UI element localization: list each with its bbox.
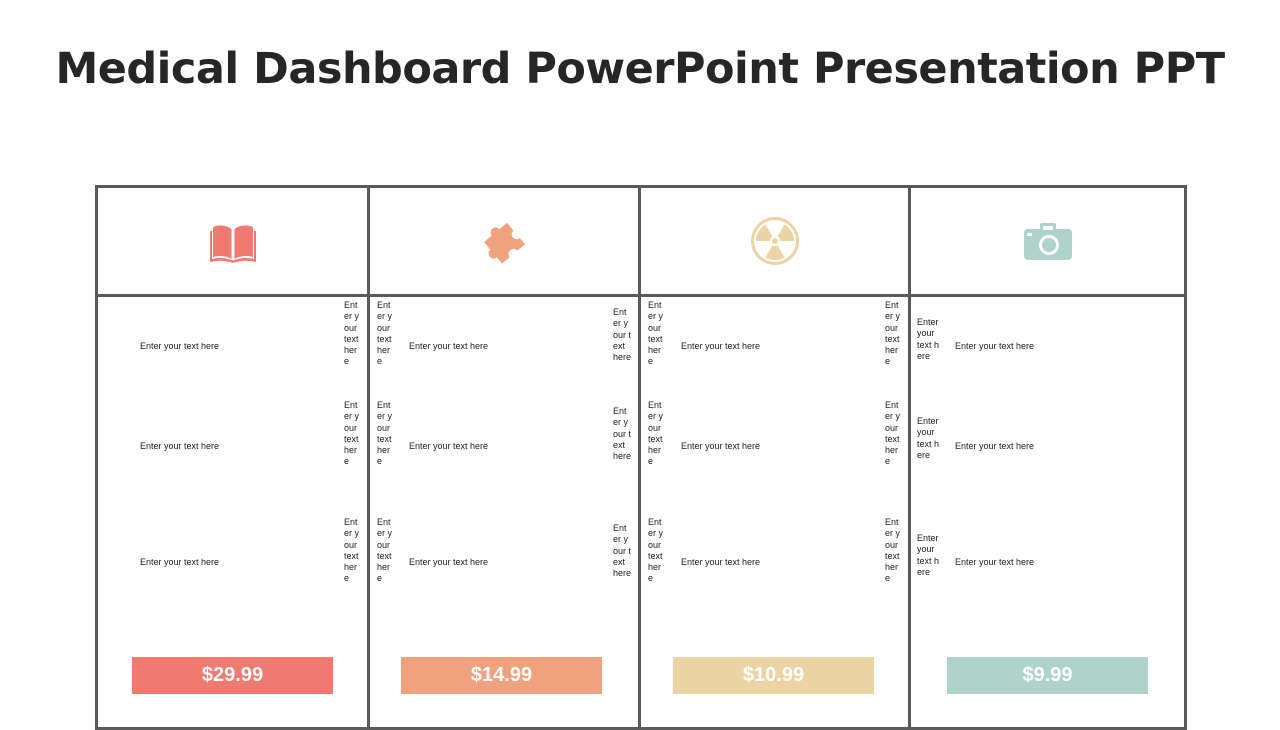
column-3-row-2-text: Enter your text here — [681, 441, 761, 451]
radiation-icon — [750, 217, 799, 265]
column-4-row-1-left-text: Enter your text here — [917, 317, 940, 361]
column-divider — [638, 188, 641, 727]
column-3-row-2-right-text: Enter your text here — [885, 400, 901, 467]
pricing-table: Enter your text here Enter your text her… — [95, 185, 1187, 730]
column-1-row-3-side-text: Enter your text here — [344, 517, 360, 584]
page-title: Medical Dashboard PowerPoint Presentatio… — [55, 44, 1225, 94]
column-4-row-1-text: Enter your text here — [955, 341, 1035, 351]
column-3-row-1-left-text: Enter your text here — [648, 300, 664, 367]
column-4-row-3-left-text: Enter your text here — [917, 533, 940, 577]
price-tag-column-4: $9.99 — [947, 657, 1148, 694]
column-2-row-1-left-text: Enter your text here — [377, 300, 393, 367]
header-divider — [98, 294, 1184, 297]
column-2-row-2-text: Enter your text here — [409, 441, 489, 451]
column-3-row-3-right-text: Enter your text here — [885, 517, 901, 584]
column-2-row-2-right-text: Enter your text here — [613, 406, 632, 462]
column-2-header — [370, 188, 638, 294]
column-divider — [908, 188, 911, 727]
camera-icon — [1023, 223, 1072, 260]
puzzle-piece-icon — [484, 222, 526, 264]
column-1-row-2-side-text: Enter your text here — [344, 400, 360, 467]
column-1-row-2-text: Enter your text here — [140, 441, 220, 451]
column-3-row-3-text: Enter your text here — [681, 557, 761, 567]
column-2-row-1-text: Enter your text here — [409, 341, 489, 351]
column-2-row-3-text: Enter your text here — [409, 557, 489, 567]
column-1-row-1-side-text: Enter your text here — [344, 300, 360, 367]
column-3-header — [641, 188, 908, 294]
price-tag-column-3: $10.99 — [673, 657, 874, 694]
column-2-row-3-left-text: Enter your text here — [377, 517, 393, 584]
column-1-header — [98, 188, 367, 294]
column-1-row-1-text: Enter your text here — [140, 341, 220, 351]
column-4-row-2-left-text: Enter your text here — [917, 416, 940, 460]
column-3-row-1-text: Enter your text here — [681, 341, 761, 351]
column-3-row-1-right-text: Enter your text here — [885, 300, 901, 367]
column-divider — [367, 188, 370, 727]
column-2-row-1-right-text: Enter your text here — [613, 307, 632, 363]
column-3-row-2-left-text: Enter your text here — [648, 400, 664, 467]
price-tag-column-1: $29.99 — [132, 657, 333, 694]
column-4-header — [911, 188, 1184, 294]
column-2-row-3-right-text: Enter your text here — [613, 523, 632, 579]
price-tag-column-2: $14.99 — [401, 657, 602, 694]
column-4-row-2-text: Enter your text here — [955, 441, 1035, 451]
column-4-row-3-text: Enter your text here — [955, 557, 1035, 567]
book-icon — [209, 225, 256, 263]
column-3-row-3-left-text: Enter your text here — [648, 517, 664, 584]
column-1-row-3-text: Enter your text here — [140, 557, 220, 567]
column-2-row-2-left-text: Enter your text here — [377, 400, 393, 467]
